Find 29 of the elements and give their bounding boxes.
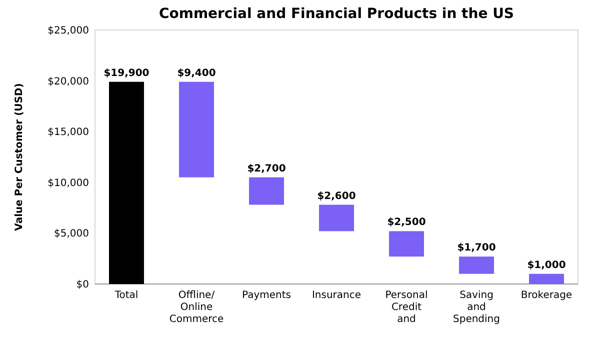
y-tick-label: $15,000 <box>48 127 89 138</box>
data-label: $2,600 <box>317 190 356 202</box>
data-label: $19,900 <box>104 68 150 79</box>
data-label: $1,700 <box>457 242 496 254</box>
bar <box>109 82 144 284</box>
x-tick-label: Offline/ Online Commerce <box>169 290 224 325</box>
y-tick-label: $5,000 <box>54 228 89 240</box>
y-tick-label: $25,000 <box>48 26 89 36</box>
y-axis-title: Value Per Customer (USD) <box>14 83 25 231</box>
x-tick-label: Saving and Spending <box>453 290 500 325</box>
y-tick-label: $0 <box>76 280 89 290</box>
y-tick-label: $10,000 <box>48 178 89 189</box>
bar <box>319 204 354 232</box>
bar <box>529 274 564 284</box>
x-tick-label: Total <box>114 290 138 301</box>
bar <box>389 231 424 257</box>
data-label: $9,400 <box>177 68 216 79</box>
y-tick-label: $20,000 <box>48 76 89 88</box>
data-label: $1,000 <box>527 260 566 271</box>
x-tick-label: Brokerage <box>520 290 572 301</box>
bar <box>179 82 214 178</box>
bar <box>459 256 494 274</box>
x-tick-label: Payments <box>242 290 291 301</box>
data-label: $2,700 <box>247 163 286 174</box>
chart-title: Commercial and Financial Products in the US <box>158 6 514 22</box>
x-tick-label: Personal Credit and <box>385 290 428 325</box>
data-label: $2,500 <box>387 217 426 228</box>
bar <box>249 177 284 205</box>
x-tick-label: Insurance <box>312 290 362 301</box>
